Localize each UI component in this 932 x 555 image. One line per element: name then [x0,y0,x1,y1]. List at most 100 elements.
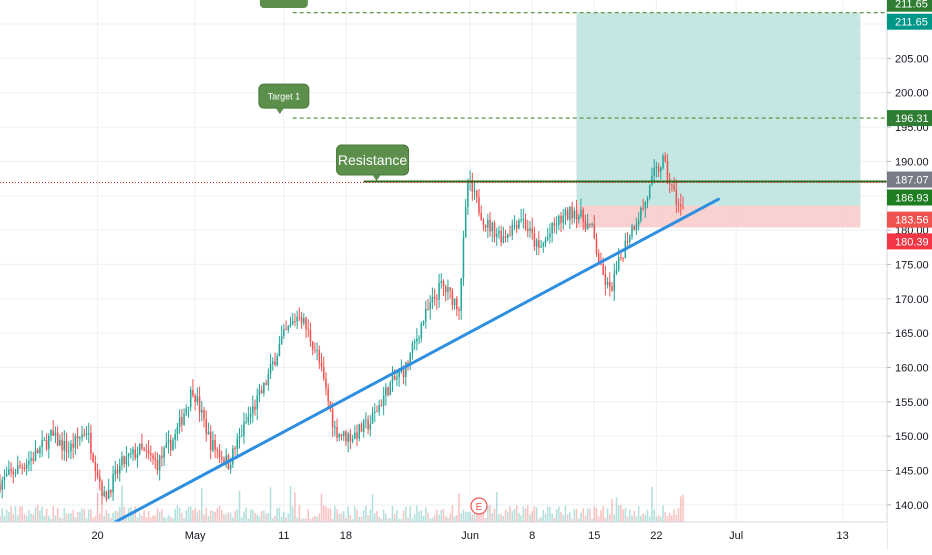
candle[interactable] [500,231,502,243]
candle[interactable] [642,207,644,209]
candle[interactable] [25,464,28,469]
candle[interactable] [675,189,678,205]
candle[interactable] [90,432,92,454]
candle[interactable] [611,286,613,291]
candle[interactable] [212,440,214,451]
candle[interactable] [420,324,423,339]
candle[interactable] [187,406,190,409]
candle[interactable] [673,184,675,190]
candle[interactable] [400,370,403,372]
candle[interactable] [493,223,496,238]
candle[interactable] [169,439,172,451]
candle[interactable] [65,440,68,452]
candle[interactable] [371,412,374,424]
candle[interactable] [544,239,547,244]
candle[interactable] [61,439,63,451]
candle[interactable] [150,453,152,456]
candle[interactable] [334,426,336,428]
candle[interactable] [107,489,110,499]
candle[interactable] [540,246,542,248]
candle[interactable] [438,283,440,300]
candle[interactable] [347,433,349,442]
candle[interactable] [63,440,66,451]
candle[interactable] [322,366,325,379]
candle[interactable] [431,296,434,303]
candle[interactable] [260,390,263,394]
candle[interactable] [196,396,199,402]
candle[interactable] [376,411,378,413]
candle[interactable] [258,390,261,396]
candle[interactable] [203,409,205,420]
candle[interactable] [351,439,354,442]
candle[interactable] [141,443,143,449]
candle[interactable] [280,335,283,345]
candle[interactable] [622,257,624,259]
candle[interactable] [362,420,365,432]
candle[interactable] [43,439,46,441]
candle[interactable] [456,298,458,310]
candle[interactable] [30,458,32,461]
candle[interactable] [285,329,287,331]
candle[interactable] [535,240,538,247]
candle[interactable] [118,465,121,474]
candle[interactable] [194,395,196,402]
candle[interactable] [152,455,154,459]
candle[interactable] [32,458,35,461]
candle[interactable] [96,471,99,477]
candle[interactable] [189,390,192,407]
candle[interactable] [247,416,250,422]
candle[interactable] [520,219,522,221]
candle[interactable] [655,166,658,169]
candle[interactable] [329,401,332,409]
candle[interactable] [154,458,157,461]
candle[interactable] [564,209,567,216]
candle[interactable] [21,466,23,468]
candle[interactable] [147,450,150,454]
candle[interactable] [79,437,81,439]
candle[interactable] [589,223,591,225]
candle[interactable] [422,321,425,325]
candle[interactable] [67,451,70,453]
candle[interactable] [28,460,30,465]
candle[interactable] [387,387,389,396]
candle[interactable] [263,382,265,394]
candle[interactable] [571,206,573,219]
candle[interactable] [12,471,15,475]
candle[interactable] [340,434,343,437]
candle[interactable] [23,467,26,469]
candle[interactable] [59,439,61,446]
candle[interactable] [531,228,533,234]
candle[interactable] [85,433,88,435]
candle[interactable] [48,435,50,449]
candle[interactable] [358,424,361,439]
candle[interactable] [620,257,622,259]
candle[interactable] [209,431,212,451]
candle[interactable] [70,443,72,452]
candle[interactable] [560,215,562,224]
candle[interactable] [405,362,407,378]
candle[interactable] [338,434,341,438]
candle[interactable] [178,417,181,428]
candle[interactable] [161,455,163,458]
candle[interactable] [287,325,290,330]
candle[interactable] [318,349,321,363]
trendline[interactable] [113,197,720,524]
candle[interactable] [34,449,37,461]
candle[interactable] [444,286,447,293]
candle[interactable] [424,308,427,322]
candle[interactable] [165,443,168,448]
candle[interactable] [382,395,385,406]
candle[interactable] [265,382,267,385]
candle[interactable] [10,469,12,472]
candle[interactable] [305,317,307,329]
candle[interactable] [586,223,589,230]
candle[interactable] [367,419,369,430]
candle[interactable] [245,421,247,423]
candle[interactable] [569,206,571,220]
candle[interactable] [271,361,274,365]
candle[interactable] [192,390,194,396]
candle[interactable] [427,308,429,310]
candle[interactable] [515,225,518,229]
candle[interactable] [442,281,445,287]
